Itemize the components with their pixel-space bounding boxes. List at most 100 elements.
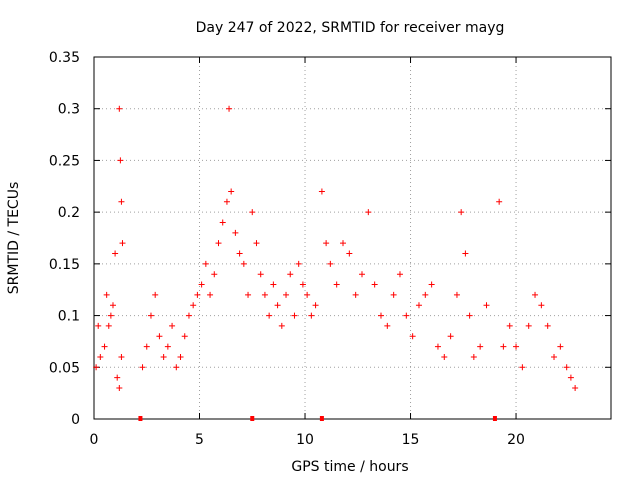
data-point	[415, 302, 422, 309]
data-point	[156, 333, 163, 340]
data-point	[377, 312, 384, 319]
gap-marker	[138, 416, 143, 421]
data-point	[278, 322, 285, 329]
data-point	[257, 271, 264, 278]
data-point	[116, 384, 123, 391]
data-point	[117, 157, 124, 164]
data-point	[107, 312, 114, 319]
y-axis-label: SRMTID / TECUs	[6, 182, 22, 295]
data-point	[181, 333, 188, 340]
data-point	[532, 291, 539, 298]
data-point	[483, 302, 490, 309]
data-point	[211, 271, 218, 278]
data-point	[270, 281, 277, 288]
data-point	[287, 271, 294, 278]
y-tick-label: 0.05	[49, 360, 80, 376]
data-point	[173, 364, 180, 371]
data-point	[390, 291, 397, 298]
data-point	[283, 291, 290, 298]
y-tick-label: 0.35	[49, 50, 80, 66]
x-tick-label: 20	[507, 432, 525, 448]
data-point	[453, 291, 460, 298]
data-point	[190, 302, 197, 309]
data-point	[240, 260, 247, 267]
data-point	[118, 353, 125, 360]
data-point	[202, 260, 209, 267]
axis-ticks: 0 0.05 0.1 0.15 0.2 0.25 0.3 0.35 0 5 10 15 20	[49, 50, 611, 448]
data-point	[358, 271, 365, 278]
data-point	[245, 291, 252, 298]
data-point	[147, 312, 154, 319]
y-tick-label: 0.1	[58, 309, 80, 325]
data-point	[101, 343, 108, 350]
data-point	[143, 343, 150, 350]
y-tick-label: 0.15	[49, 257, 80, 273]
data-point	[572, 384, 579, 391]
data-point	[219, 219, 226, 226]
data-point	[308, 312, 315, 319]
data-point	[169, 322, 176, 329]
data-point	[470, 353, 477, 360]
data-point	[462, 250, 469, 257]
gap-marker	[492, 416, 497, 421]
data-point	[291, 312, 298, 319]
data-point	[232, 229, 239, 236]
data-point	[312, 302, 319, 309]
x-tick-label: 15	[402, 432, 420, 448]
data-point	[371, 281, 378, 288]
data-point	[352, 291, 359, 298]
data-point	[567, 374, 574, 381]
gap-markers	[138, 416, 497, 421]
data-point	[477, 343, 484, 350]
data-point	[109, 302, 116, 309]
data-point	[114, 374, 121, 381]
data-point	[563, 364, 570, 371]
data-point	[261, 291, 268, 298]
data-point	[496, 198, 503, 205]
data-point	[318, 188, 325, 195]
y-tick-label: 0	[71, 412, 80, 428]
grid-lines	[94, 57, 611, 419]
data-point	[557, 343, 564, 350]
data-point	[236, 250, 243, 257]
data-point	[544, 322, 551, 329]
data-point	[228, 188, 235, 195]
data-point	[103, 291, 110, 298]
data-point	[466, 312, 473, 319]
data-point	[403, 312, 410, 319]
data-point	[506, 322, 513, 329]
x-tick-label: 10	[296, 432, 314, 448]
data-point	[346, 250, 353, 257]
data-point	[441, 353, 448, 360]
data-point	[93, 364, 100, 371]
data-point	[304, 291, 311, 298]
data-point	[249, 209, 256, 216]
data-point	[215, 240, 222, 247]
y-tick-label: 0.2	[58, 205, 80, 221]
y-tick-label: 0.25	[49, 153, 80, 169]
data-point	[538, 302, 545, 309]
data-point	[160, 353, 167, 360]
data-point	[340, 240, 347, 247]
data-point	[447, 333, 454, 340]
data-point	[525, 322, 532, 329]
data-point	[422, 291, 429, 298]
data-point	[333, 281, 340, 288]
data-point	[139, 364, 146, 371]
data-point	[323, 240, 330, 247]
data-point	[458, 209, 465, 216]
data-point	[274, 302, 281, 309]
data-point	[226, 105, 233, 112]
chart-title: Day 247 of 2022, SRMTID for receiver may…	[196, 20, 505, 36]
data-point	[105, 322, 112, 329]
data-point	[207, 291, 214, 298]
data-point	[116, 105, 123, 112]
data-point	[119, 240, 126, 247]
data-point	[327, 260, 334, 267]
data-point	[513, 343, 520, 350]
data-point	[253, 240, 260, 247]
x-tick-label: 5	[195, 432, 204, 448]
data-point	[500, 343, 507, 350]
gap-marker	[319, 416, 324, 421]
